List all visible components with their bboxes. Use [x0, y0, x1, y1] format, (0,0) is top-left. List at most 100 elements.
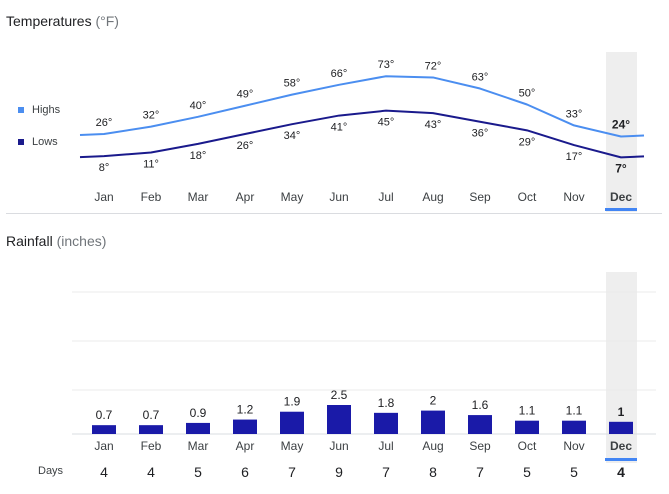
temp-highs-label-oct: 50°: [519, 88, 536, 100]
rain-days-aug: 8: [429, 464, 437, 480]
days-label: Days: [38, 465, 64, 477]
temp-highs-label-sep: 63°: [472, 72, 489, 84]
rain-value-label-jan: 0.7: [96, 408, 113, 422]
temp-month-label-jan: Jan: [94, 190, 113, 204]
section-divider: [6, 213, 662, 214]
temp-lows-label-oct: 29°: [519, 136, 536, 148]
temp-highs-label-aug: 72°: [425, 60, 442, 72]
rain-value-label-dec: 1: [618, 405, 625, 419]
temperature-title-text: Temperatures: [6, 13, 92, 29]
rain-days-jul: 7: [382, 464, 390, 480]
rain-bar-mar: [186, 422, 210, 434]
temp-highs-label-nov: 33°: [566, 108, 583, 120]
rain-value-label-may: 1.9: [284, 395, 301, 409]
rain-month-label-oct: Oct: [518, 439, 537, 453]
rain-value-label-nov: 1.1: [566, 404, 583, 418]
legend-highs: Highs: [18, 104, 60, 116]
rain-value-label-apr: 1.2: [237, 403, 254, 417]
rain-selected-underline: [605, 458, 637, 461]
rain-bar-nov: [562, 420, 586, 434]
rainfall-title-text: Rainfall: [6, 233, 53, 249]
temp-month-label-feb: Feb: [141, 190, 162, 204]
legend-lows: Lows: [18, 136, 58, 148]
rain-value-label-feb: 0.7: [143, 408, 160, 422]
rain-month-label-apr: Apr: [236, 439, 255, 453]
rain-bar-jul: [374, 412, 398, 434]
temp-lows-label-dec: 7°: [615, 161, 627, 175]
rain-days-oct: 5: [523, 464, 531, 480]
rain-month-label-dec: Dec: [610, 439, 632, 453]
temperature-unit: (°F): [95, 13, 119, 29]
temp-month-label-nov: Nov: [563, 190, 584, 204]
rain-bar-jan: [92, 425, 116, 434]
rain-month-label-nov: Nov: [563, 439, 584, 453]
rain-bar-may: [280, 411, 304, 434]
temp-lows-label-jul: 45°: [378, 117, 395, 129]
rain-days-feb: 4: [147, 464, 155, 480]
temp-month-label-aug: Aug: [422, 190, 443, 204]
temp-highs-label-jun: 66°: [331, 68, 348, 80]
rainfall-title: Rainfall (inches): [6, 233, 106, 249]
rain-value-label-aug: 2: [430, 394, 437, 408]
temp-lows-label-mar: 18°: [190, 150, 207, 162]
selected-month-highlight-temp: [606, 52, 637, 212]
temp-month-label-oct: Oct: [518, 190, 537, 204]
temp-highs-label-mar: 40°: [190, 100, 207, 112]
temp-highs-label-jan: 26°: [96, 117, 113, 129]
temp-highs-label-jul: 73°: [378, 59, 395, 71]
rain-days-jun: 9: [335, 464, 343, 480]
temp-highs-label-may: 58°: [284, 78, 301, 90]
rain-bar-jun: [327, 405, 351, 434]
rain-value-label-oct: 1.1: [519, 404, 536, 418]
temp-lows-label-jun: 41°: [331, 122, 348, 134]
temp-month-label-jun: Jun: [329, 190, 348, 204]
temp-lows-line: [79, 109, 645, 159]
temp-lows-label-nov: 17°: [566, 151, 583, 163]
rain-bar-dec: [609, 421, 633, 434]
rain-days-jan: 4: [100, 464, 108, 480]
temp-highs-label-feb: 32°: [143, 110, 160, 122]
temp-month-label-may: May: [281, 190, 304, 204]
temp-highs-line: [79, 75, 645, 138]
temp-lows-label-jan: 8°: [99, 162, 110, 174]
rain-days-mar: 5: [194, 464, 202, 480]
rain-value-label-sep: 1.6: [472, 398, 489, 412]
temp-lows-label-feb: 11°: [143, 158, 159, 170]
rain-month-label-may: May: [281, 439, 304, 453]
rain-value-label-jul: 1.8: [378, 396, 395, 410]
legend-highs-swatch: [18, 107, 24, 113]
rain-month-label-jan: Jan: [94, 439, 113, 453]
rainfall-unit: (inches): [56, 233, 107, 249]
rain-bar-feb: [139, 425, 163, 434]
rain-month-label-aug: Aug: [422, 439, 443, 453]
rain-month-label-mar: Mar: [188, 439, 209, 453]
temp-lows-label-may: 34°: [284, 130, 301, 142]
legend-lows-swatch: [18, 139, 24, 145]
temp-highs-label-dec: 24°: [612, 117, 630, 131]
rain-days-sep: 7: [476, 464, 484, 480]
rain-days-dec: 4: [617, 464, 625, 480]
rain-month-label-sep: Sep: [469, 439, 491, 453]
rain-bar-aug: [421, 410, 445, 434]
temp-month-label-jul: Jul: [378, 190, 393, 204]
rain-bar-apr: [233, 419, 257, 434]
legend-lows-label: Lows: [32, 136, 58, 148]
temp-lows-label-aug: 43°: [425, 119, 442, 131]
temp-highs-label-apr: 49°: [237, 89, 254, 101]
rain-month-label-jul: Jul: [378, 439, 393, 453]
temp-month-label-apr: Apr: [236, 190, 255, 204]
temperature-title: Temperatures (°F): [6, 13, 119, 29]
rain-days-may: 7: [288, 464, 296, 480]
rain-value-label-jun: 2.5: [331, 388, 348, 402]
temp-month-label-dec: Dec: [610, 190, 632, 204]
temp-month-label-mar: Mar: [188, 190, 209, 204]
rain-value-label-mar: 0.9: [190, 406, 207, 420]
rain-month-label-jun: Jun: [329, 439, 348, 453]
temp-month-label-sep: Sep: [469, 190, 491, 204]
legend-highs-label: Highs: [32, 104, 61, 116]
rain-month-label-feb: Feb: [141, 439, 162, 453]
rain-bar-oct: [515, 420, 539, 434]
temp-selected-underline: [605, 208, 637, 211]
temp-lows-label-apr: 26°: [237, 140, 254, 152]
